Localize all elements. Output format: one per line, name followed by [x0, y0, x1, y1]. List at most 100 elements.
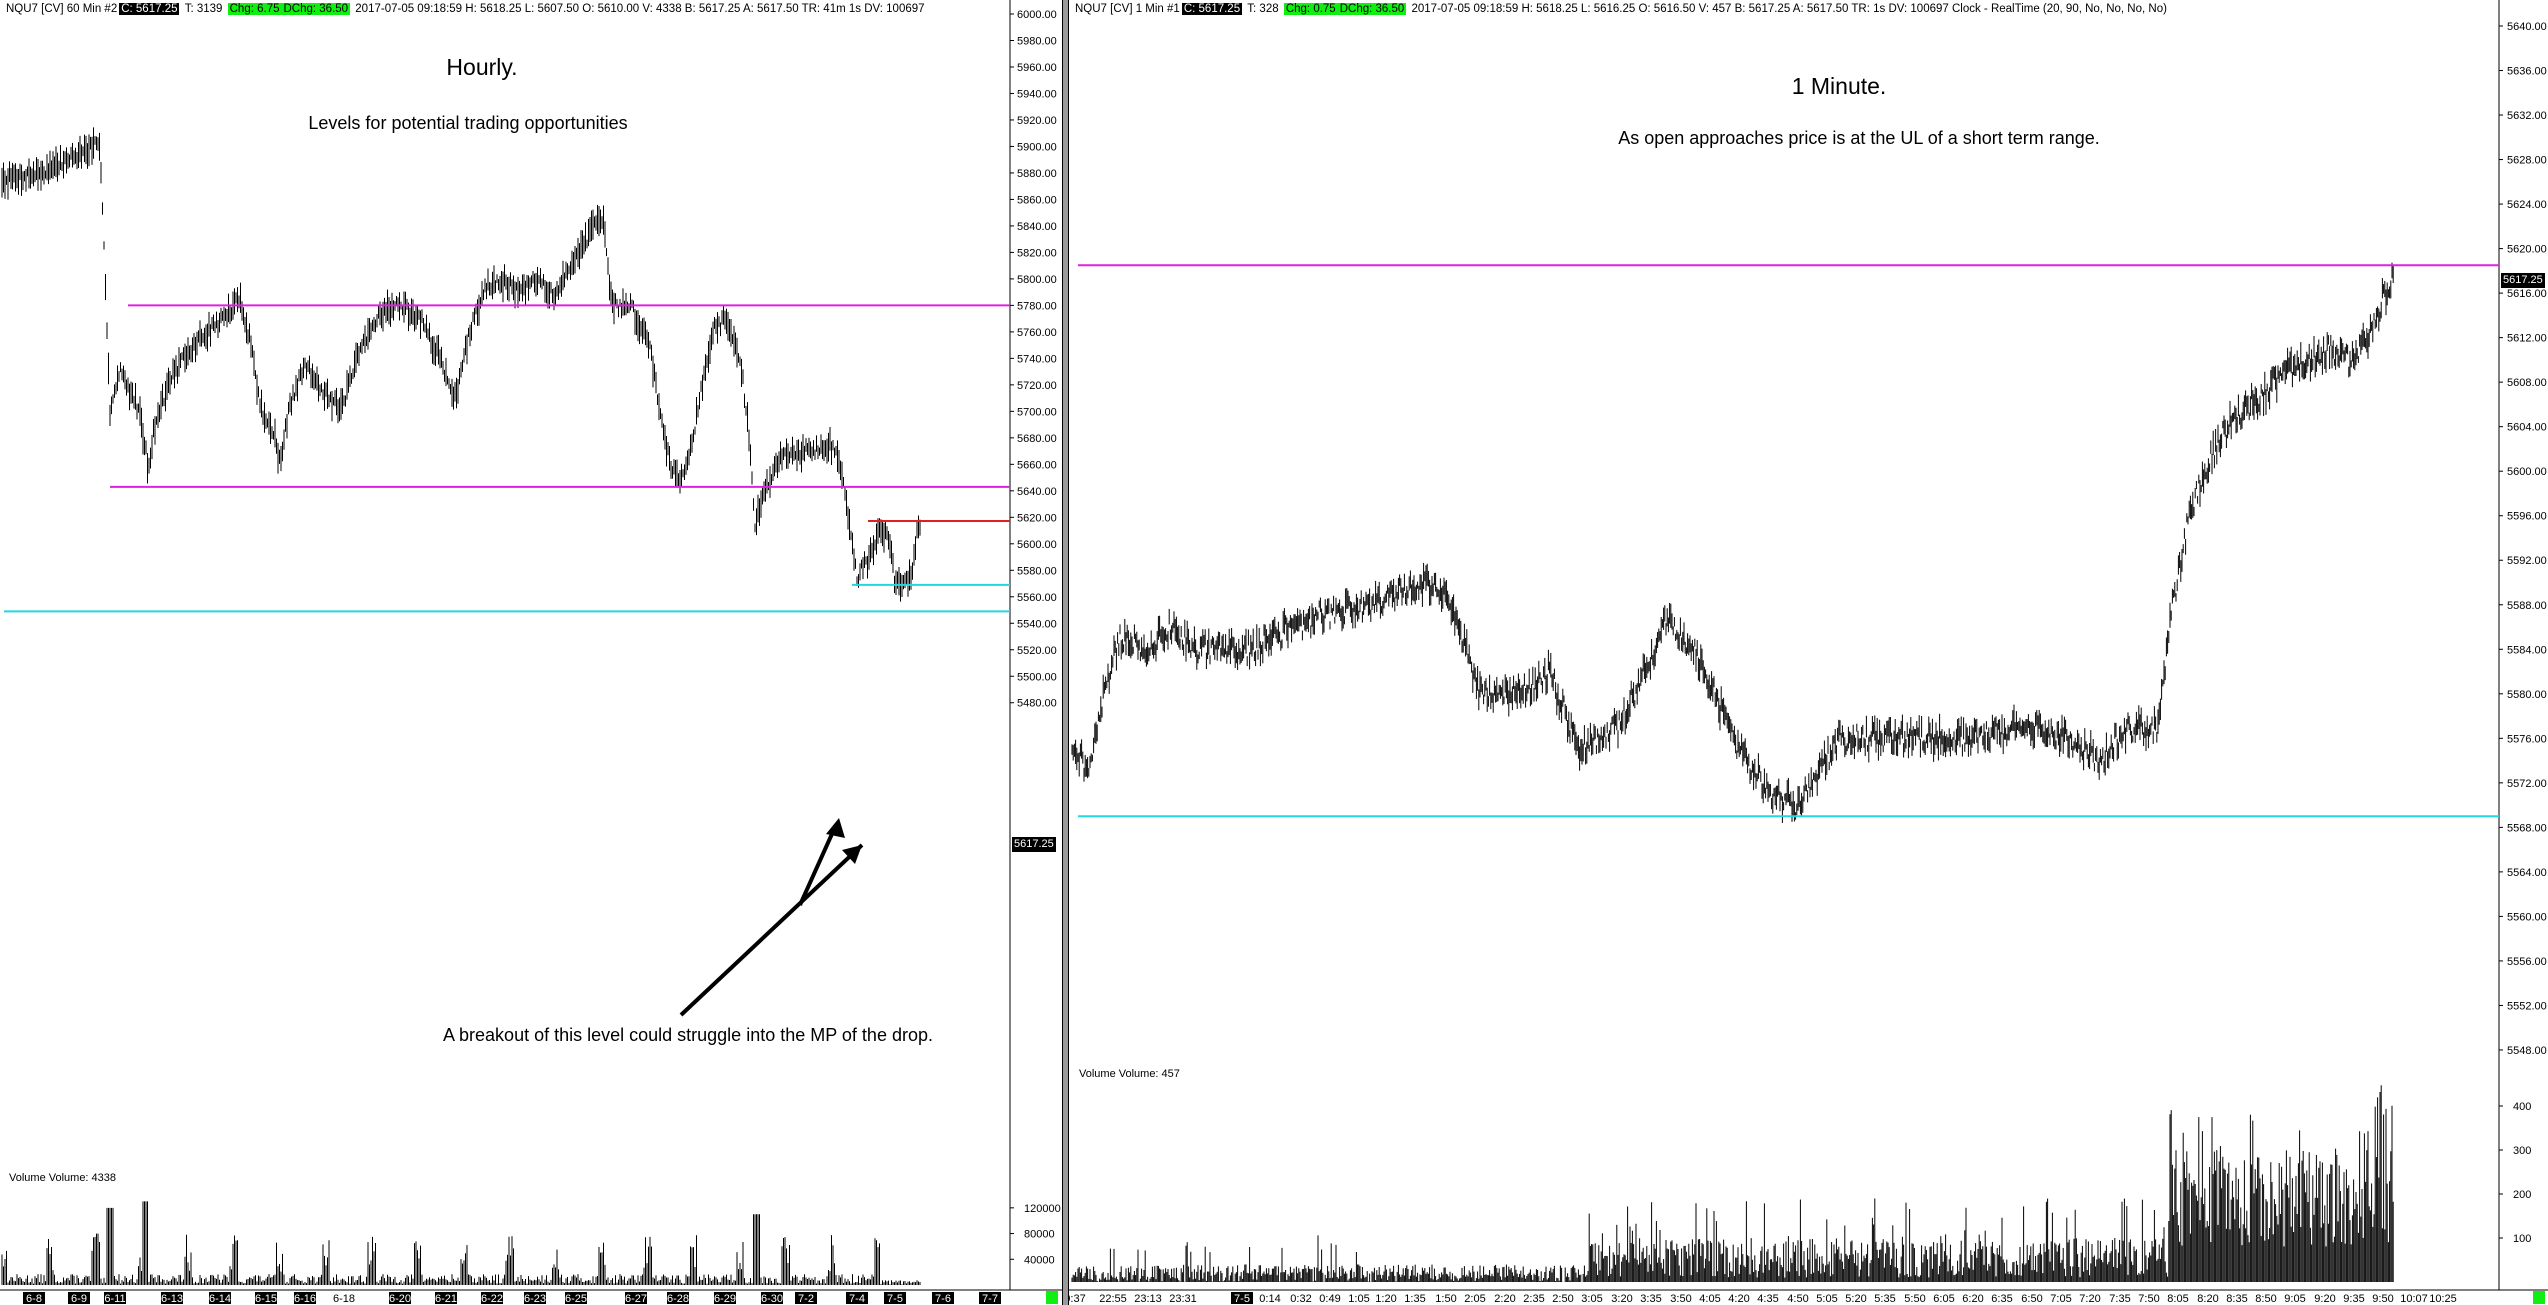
price-tick-label: 5636.00 [2507, 66, 2547, 78]
last-price-badge: 5617.25 [2501, 273, 2545, 288]
price-tick-label: 5660.00 [1017, 459, 1057, 471]
date-tick-bg [932, 1292, 954, 1304]
time-tick-label: 8:50 [2255, 1293, 2276, 1305]
time-tick-label: 8:20 [2197, 1293, 2218, 1305]
date-tick-bg [761, 1292, 783, 1304]
hourly-chart-pane[interactable]: NQU7 [CV] 60 Min #2 C: 5617.25 T: 3139 Ch… [0, 0, 1063, 1305]
date-tick-label: 7-2 [798, 1293, 814, 1305]
date-tick-bg [209, 1292, 231, 1304]
price-bars [1, 127, 921, 602]
time-tick-label: 1:05 [1348, 1293, 1369, 1305]
price-tick-label: 5760.00 [1017, 327, 1057, 339]
date-tick-label: 6-18 [333, 1293, 355, 1305]
time-tick-label: 0:37 [1069, 1293, 1086, 1305]
date-tick-bg [104, 1292, 126, 1304]
price-tick-label: 5780.00 [1017, 300, 1057, 312]
volume-tick-label: 400 [2513, 1101, 2531, 1113]
date-tick-bg [979, 1292, 1001, 1304]
annotation-text: A breakout of this level could struggle … [443, 1025, 933, 1045]
price-tick-label: 5820.00 [1017, 247, 1057, 259]
price-tick-label: 5800.00 [1017, 274, 1057, 286]
hourly-price-chart[interactable]: 6000.00 5980.00 5960.00 5940.00 5920.00 5900.… [0, 0, 1062, 1305]
time-tick-label: 6:35 [1991, 1293, 2012, 1305]
date-tick-label: 6-9 [71, 1293, 87, 1305]
price-tick-label: 5624.00 [2507, 199, 2547, 211]
time-tick-label: 7:50 [2138, 1293, 2159, 1305]
time-tick-label: 9:35 [2343, 1293, 2364, 1305]
pane-splitter[interactable] [1063, 0, 1068, 1305]
daily-change-badge: DChg: 36.50 [281, 3, 351, 15]
volume-bars [1071, 1085, 2394, 1282]
volume-tick-label: 40000 [1024, 1254, 1055, 1266]
date-tick-bg [481, 1292, 503, 1304]
date-tick-bg [795, 1292, 817, 1304]
time-tick-label: 7-5 [1234, 1293, 1250, 1305]
price-tick-label: 5680.00 [1017, 433, 1057, 445]
date-tick-label: 7-7 [982, 1293, 998, 1305]
date-tick-bg [294, 1292, 316, 1304]
price-tick-label: 5620.00 [1017, 512, 1057, 524]
time-tick-label: 4:20 [1728, 1293, 1749, 1305]
chart-subtitle: As open approaches price is at the UL of… [1618, 128, 2100, 148]
price-tick-label: 5552.00 [2507, 1000, 2547, 1012]
time-tick-label: 6:50 [2021, 1293, 2042, 1305]
date-tick-label: 6-29 [714, 1293, 736, 1305]
date-tick-bg [389, 1292, 411, 1304]
time-tick-label: 10:25 [2429, 1293, 2457, 1305]
annotation-arrow-head [842, 845, 862, 864]
time-tick-label: 0:49 [1319, 1293, 1340, 1305]
time-tick-label: 4:05 [1699, 1293, 1720, 1305]
price-tick-label: 6000.00 [1017, 9, 1057, 21]
change-badge: Chg: 0.75 [1283, 3, 1338, 15]
price-tick-label: 5580.00 [2507, 689, 2547, 701]
date-tick-bg [161, 1292, 183, 1304]
price-tick-label: 5608.00 [2507, 377, 2547, 389]
chart-header: NQU7 [CV] 60 Min #2 C: 5617.25 T: 3139 Ch… [4, 2, 927, 16]
annotation-arrow-line-2 [798, 824, 838, 906]
date-tick-label: 6-30 [761, 1293, 783, 1305]
minute-price-chart[interactable]: 5640.00 5636.00 5632.00 5628.00 5624.00 5620.… [1069, 0, 2548, 1305]
price-tick-label: 5700.00 [1017, 406, 1057, 418]
chart-title: 1 Minute. [1791, 73, 1887, 99]
volume-bars [1, 1201, 921, 1285]
stats-label: 2017-07-05 09:18:59 H: 5618.25 L: 5607.5… [355, 3, 925, 15]
price-tick-label: 5600.00 [2507, 466, 2547, 478]
date-tick-label: 7-5 [887, 1293, 903, 1305]
price-tick-label: 5720.00 [1017, 380, 1057, 392]
price-tick-label: 5560.00 [1017, 592, 1057, 604]
annotation-arrow-head-2 [826, 818, 845, 838]
minute-chart-pane[interactable]: NQU7 [CV] 1 Min #1 C: 5617.25 T: 328 Chg:… [1068, 0, 2548, 1305]
date-tick-bg [667, 1292, 689, 1304]
date-tick-bg [565, 1292, 587, 1304]
time-tick-label: 23:13 [1134, 1293, 1162, 1305]
price-tick-label: 5568.00 [2507, 822, 2547, 834]
date-tick-label: 7-4 [849, 1293, 865, 1305]
time-tick-label: 3:05 [1581, 1293, 1602, 1305]
price-tick-label: 5860.00 [1017, 194, 1057, 206]
price-tick-label: 5500.00 [1017, 671, 1057, 683]
status-indicator [1046, 1291, 1058, 1304]
time-tick-label: 4:35 [1757, 1293, 1778, 1305]
time-tick-label: 5:50 [1904, 1293, 1925, 1305]
date-tick-bg [23, 1292, 45, 1304]
price-tick-label: 5596.00 [2507, 511, 2547, 523]
date-tick-bg [884, 1292, 906, 1304]
time-tick-label: 1:50 [1435, 1293, 1456, 1305]
date-tick-label: 6-14 [209, 1293, 231, 1305]
price-tick-label: 5592.00 [2507, 555, 2547, 567]
price-tick-label: 5740.00 [1017, 353, 1057, 365]
last-price-badge: 5617.25 [1012, 837, 1056, 852]
volume-tick-label: 300 [2513, 1145, 2531, 1157]
price-tick-label: 5628.00 [2507, 155, 2547, 167]
date-tick-label: 6-21 [435, 1293, 457, 1305]
time-tick-label: 5:35 [1874, 1293, 1895, 1305]
volume-tick-label: 200 [2513, 1189, 2531, 1201]
time-tick-label: 8:35 [2226, 1293, 2247, 1305]
price-tick-label: 5548.00 [2507, 1045, 2547, 1057]
date-tick-bg [625, 1292, 647, 1304]
time-tick-label: 6:20 [1962, 1293, 1983, 1305]
price-tick-label: 5520.00 [1017, 645, 1057, 657]
date-tick-label: 6-23 [524, 1293, 546, 1305]
price-tick-label: 5980.00 [1017, 35, 1057, 47]
trades-label: T: 3139 [184, 3, 223, 15]
